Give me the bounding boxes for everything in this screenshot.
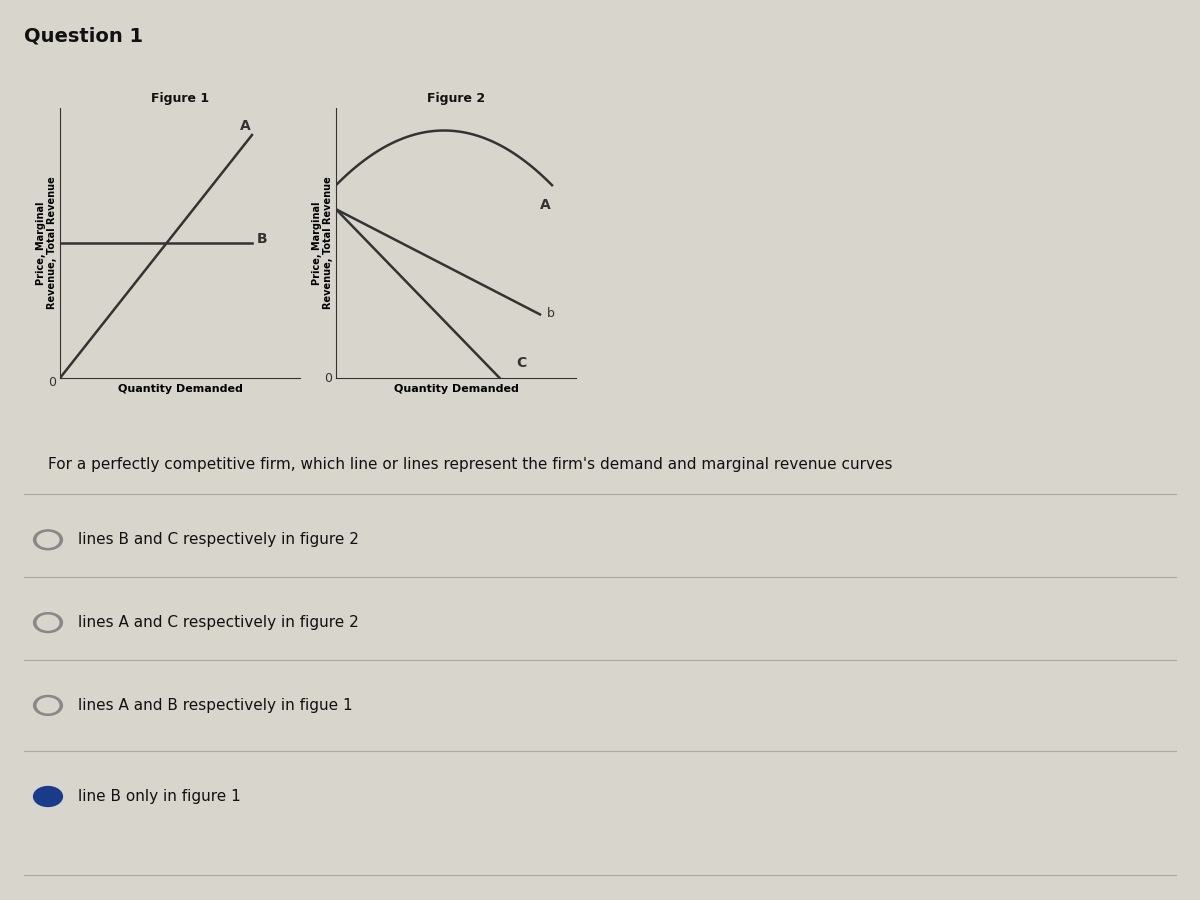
Text: lines A and B respectively in figue 1: lines A and B respectively in figue 1 [78, 698, 353, 713]
Text: Question 1: Question 1 [24, 26, 143, 46]
Text: C: C [516, 356, 527, 370]
Text: 0: 0 [48, 376, 56, 389]
X-axis label: Quantity Demanded: Quantity Demanded [118, 383, 242, 393]
Circle shape [37, 698, 59, 713]
Text: B: B [257, 232, 268, 246]
Circle shape [37, 533, 59, 547]
Text: A: A [540, 198, 551, 212]
Text: line B only in figure 1: line B only in figure 1 [78, 789, 241, 804]
Circle shape [34, 787, 62, 806]
Text: lines A and C respectively in figure 2: lines A and C respectively in figure 2 [78, 615, 359, 630]
Y-axis label: Price, Marginal
Revenue, Total Revenue: Price, Marginal Revenue, Total Revenue [312, 176, 334, 310]
Text: For a perfectly competitive firm, which line or lines represent the firm's deman: For a perfectly competitive firm, which … [48, 457, 893, 472]
Y-axis label: Price, Marginal
Revenue, Total Revenue: Price, Marginal Revenue, Total Revenue [36, 176, 58, 310]
Circle shape [34, 696, 62, 716]
Text: 0: 0 [324, 373, 332, 385]
Circle shape [37, 616, 59, 630]
X-axis label: Quantity Demanded: Quantity Demanded [394, 383, 518, 393]
Text: A: A [240, 119, 251, 132]
Title: Figure 2: Figure 2 [427, 93, 485, 105]
Text: lines B and C respectively in figure 2: lines B and C respectively in figure 2 [78, 532, 359, 547]
Text: b: b [547, 307, 556, 320]
Circle shape [34, 530, 62, 550]
Circle shape [34, 613, 62, 633]
Title: Figure 1: Figure 1 [151, 93, 209, 105]
